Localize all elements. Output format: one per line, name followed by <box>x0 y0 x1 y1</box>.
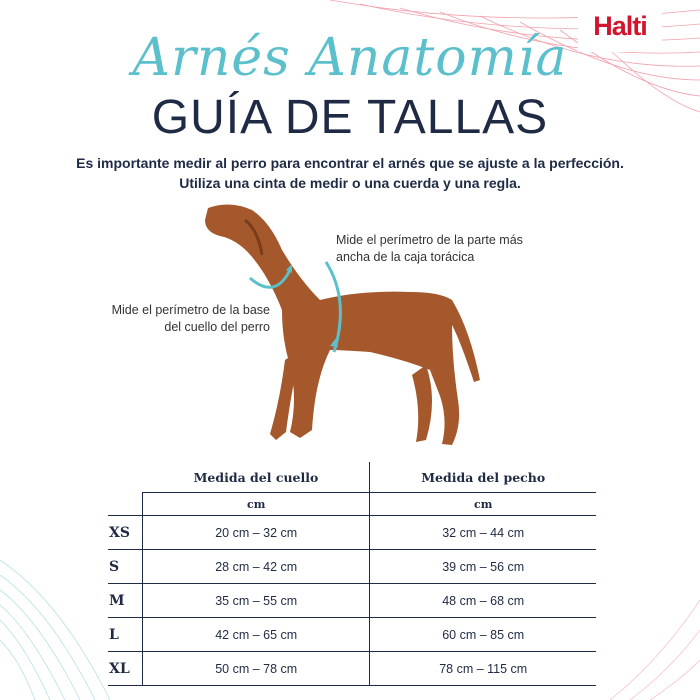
chest-range: 48 cm – 68 cm <box>369 583 596 618</box>
intro-text: Es importante medir al perro para encont… <box>0 153 700 193</box>
size-table: Medida del cuello Medida del pecho cm cm… <box>108 462 596 686</box>
neck-column-header: Medida del cuello <box>193 469 319 485</box>
table-row: L 42 cm – 65 cm 60 cm – 85 cm <box>108 617 596 652</box>
neck-unit: cm <box>141 492 370 516</box>
chest-range: 32 cm – 44 cm <box>369 515 596 550</box>
chest-range: 60 cm – 85 cm <box>369 617 596 652</box>
size-label: M <box>108 583 143 618</box>
table-row: M 35 cm – 55 cm 48 cm – 68 cm <box>108 583 596 618</box>
chest-unit: cm <box>369 492 596 516</box>
page-title: GUÍA DE TALLAS <box>151 91 549 144</box>
table-row: S 28 cm – 42 cm 39 cm – 56 cm <box>108 549 596 584</box>
chest-range: 78 cm – 115 cm <box>369 651 596 686</box>
neck-range: 28 cm – 42 cm <box>141 549 370 584</box>
size-label: L <box>108 617 143 652</box>
halti-logo: Halti <box>578 0 662 52</box>
size-label: XL <box>108 651 143 686</box>
size-label: S <box>108 549 143 584</box>
size-label: XS <box>108 515 143 550</box>
intro-line-2: Utiliza una cinta de medir o una cuerda … <box>179 175 521 191</box>
table-row: XS 20 cm – 32 cm 32 cm – 44 cm <box>108 515 596 550</box>
chest-measure-note: Mide el perímetro de la parte más ancha … <box>336 233 523 264</box>
neck-measure-note: Mide el perímetro de la base del cuello … <box>111 303 270 334</box>
neck-range: 20 cm – 32 cm <box>141 515 370 550</box>
intro-line-1: Es importante medir al perro para encont… <box>76 155 624 171</box>
neck-range: 50 cm – 78 cm <box>141 651 370 686</box>
logo-text: Halti <box>593 10 648 41</box>
script-title: Arnés Anatomía <box>132 28 568 88</box>
table-header-row: Medida del cuello Medida del pecho <box>108 462 596 493</box>
neck-range: 35 cm – 55 cm <box>141 583 370 618</box>
chest-range: 39 cm – 56 cm <box>369 549 596 584</box>
neck-range: 42 cm – 65 cm <box>141 617 370 652</box>
units-row: cm cm <box>108 492 596 516</box>
table-row: XL 50 cm – 78 cm 78 cm – 115 cm <box>108 651 596 686</box>
chest-column-header: Medida del pecho <box>369 462 596 493</box>
neck-measure-arrow-icon <box>249 269 292 289</box>
dog-illustration <box>205 204 480 445</box>
